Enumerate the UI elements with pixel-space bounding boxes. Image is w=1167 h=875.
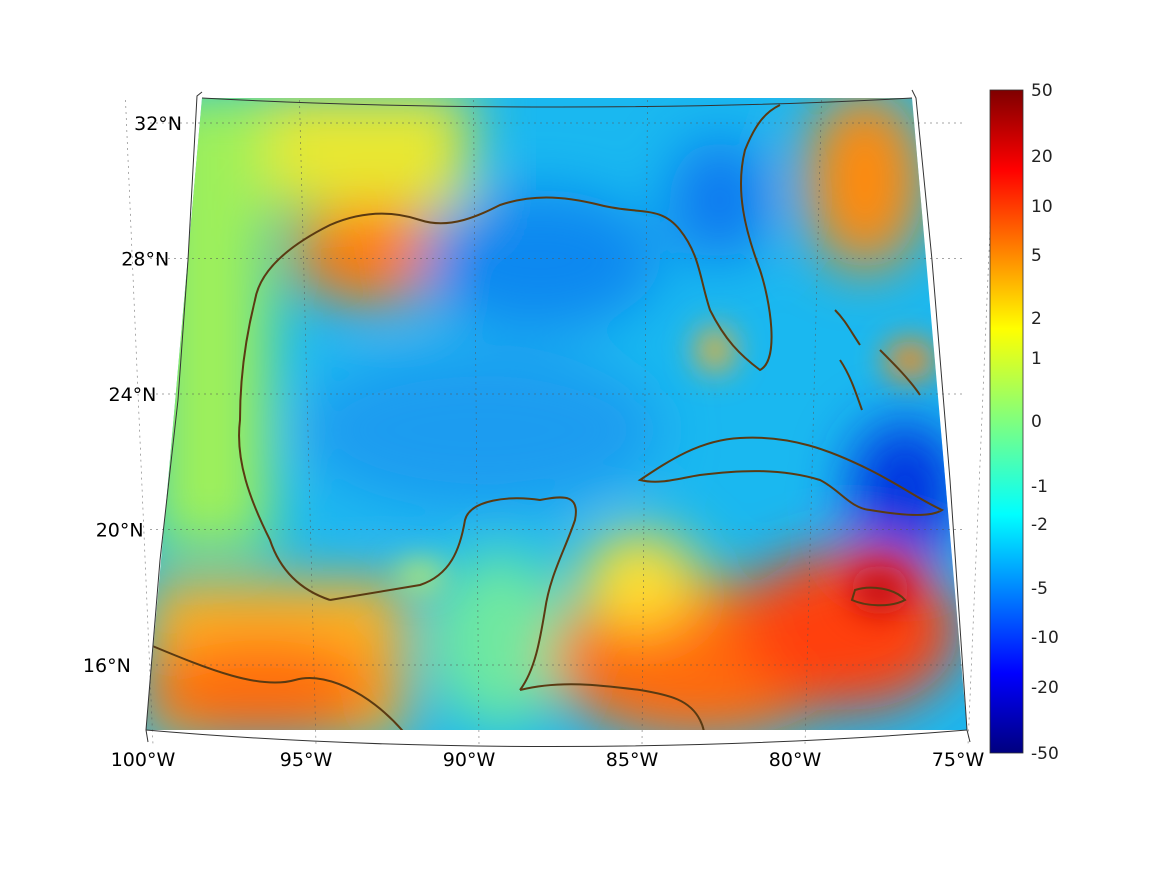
colorbar-ramp: [989, 89, 1024, 754]
longitude-label: 75°W: [932, 749, 985, 771]
colorbar-tick-label: -20: [1031, 678, 1059, 698]
colorbar-tick-label: 1: [1031, 349, 1042, 369]
coastline: [149, 104, 945, 730]
colorbar-tick-label: 50: [1031, 81, 1053, 101]
meridian: [125, 99, 154, 746]
latitude-label: 28°N: [121, 249, 169, 271]
longitude-label: 90°W: [443, 749, 496, 771]
colorbar-tick-label: -1: [1031, 477, 1048, 497]
data-field: [146, 98, 967, 730]
longitude-label: 95°W: [280, 749, 333, 771]
colorbar-tick-label: -5: [1031, 579, 1048, 599]
longitude-labels: 100°W 95°W 90°W 85°W 80°W 75°W: [111, 749, 985, 771]
colorbar-tick-label: 0: [1031, 412, 1042, 432]
colorbar-tick-label: 10: [1031, 197, 1053, 217]
map-frame: [145, 89, 971, 747]
longitude-label: 100°W: [111, 749, 176, 771]
colorbar-tick-label: -10: [1031, 628, 1059, 648]
colorbar-tick-label: -2: [1031, 515, 1048, 535]
longitude-label: 85°W: [606, 749, 659, 771]
colorbar-tick-label: 20: [1031, 147, 1053, 167]
latitude-label: 16°N: [83, 655, 131, 677]
colorbar-tick-label: 5: [1031, 246, 1042, 266]
latitude-label: 20°N: [96, 520, 144, 542]
latitude-label: 32°N: [134, 113, 182, 135]
colorbar-tick-label: -50: [1031, 744, 1059, 764]
latitude-label: 24°N: [109, 384, 157, 406]
graticule: [125, 99, 996, 746]
colorbar-tick-label: 2: [1031, 309, 1042, 329]
longitude-label: 80°W: [769, 749, 822, 771]
latitude-labels: 16°N 20°N 24°N 28°N 32°N: [83, 113, 182, 677]
